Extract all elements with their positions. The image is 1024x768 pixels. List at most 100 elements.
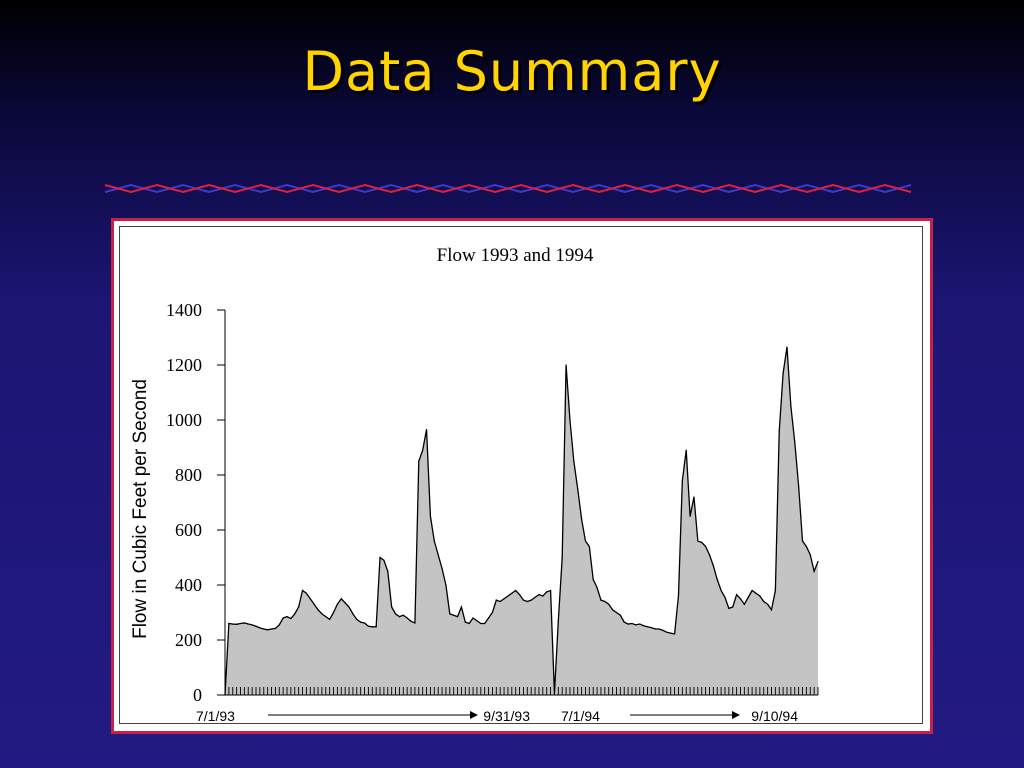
date-label: 7/1/94 bbox=[561, 708, 600, 723]
flow-point bbox=[685, 449, 687, 451]
flow-point bbox=[782, 372, 784, 374]
flow-point bbox=[391, 606, 393, 608]
flow-point bbox=[243, 622, 245, 624]
flow-point bbox=[239, 622, 242, 625]
flow-chart: Flow 1993 and 1994 Flow in Cubic Feet per… bbox=[130, 245, 819, 723]
y-tick-label: 0 bbox=[193, 685, 202, 705]
flow-point bbox=[301, 589, 304, 592]
flow-point bbox=[247, 623, 249, 625]
flow-point bbox=[813, 570, 815, 572]
y-tick-label: 800 bbox=[175, 465, 202, 485]
flow-point bbox=[542, 595, 544, 597]
flow-point bbox=[573, 460, 575, 462]
flow-point bbox=[398, 616, 401, 618]
flow-point bbox=[317, 609, 319, 611]
y-axis-label: Flow in Cubic Feet per Second bbox=[130, 379, 151, 639]
flow-area bbox=[225, 347, 818, 695]
flow-point bbox=[309, 598, 311, 600]
flow-point bbox=[344, 602, 346, 604]
flow-point bbox=[468, 622, 470, 625]
flow-point bbox=[561, 556, 563, 559]
flow-point bbox=[294, 613, 296, 615]
flow-point bbox=[414, 622, 416, 624]
flow-point bbox=[549, 589, 552, 592]
flow-point bbox=[503, 598, 505, 600]
flow-point bbox=[662, 629, 664, 631]
flow-point bbox=[445, 584, 447, 586]
flow-point bbox=[449, 613, 451, 615]
flow-point bbox=[282, 617, 284, 619]
flow-point bbox=[623, 621, 625, 623]
flow-point bbox=[464, 621, 466, 623]
flow-point bbox=[332, 611, 335, 614]
flow-point bbox=[580, 518, 583, 520]
flow-point bbox=[433, 540, 435, 542]
flow-point bbox=[511, 592, 513, 594]
flow-point bbox=[666, 631, 668, 633]
flow-point bbox=[631, 622, 633, 625]
flow-point bbox=[278, 624, 280, 626]
flow-point bbox=[236, 623, 238, 625]
flow-point bbox=[348, 606, 350, 608]
flow-point bbox=[305, 592, 307, 594]
flow-point bbox=[255, 625, 257, 627]
flow-point bbox=[522, 599, 525, 601]
flow-point bbox=[619, 614, 621, 616]
flow-point bbox=[383, 559, 385, 561]
flow-point bbox=[286, 616, 288, 618]
flow-point bbox=[577, 488, 579, 490]
flow-point bbox=[270, 628, 273, 630]
flow-point bbox=[557, 620, 559, 622]
flow-point bbox=[705, 545, 707, 548]
flow-point bbox=[584, 540, 587, 542]
chart-panel: Flow 1993 and 1994 Flow in Cubic Feet per… bbox=[119, 226, 923, 724]
flow-point bbox=[596, 587, 598, 589]
flow-point bbox=[441, 567, 443, 570]
flow-point bbox=[360, 621, 362, 623]
flow-point bbox=[805, 545, 807, 548]
flow-point bbox=[394, 613, 397, 615]
flow-point bbox=[329, 618, 331, 620]
y-tick-label: 1000 bbox=[166, 410, 202, 430]
flow-point bbox=[677, 595, 680, 597]
flow-point bbox=[600, 599, 602, 601]
flow-point bbox=[794, 441, 796, 443]
flow-point bbox=[708, 554, 711, 556]
flow-point bbox=[732, 606, 734, 608]
flow-point bbox=[611, 609, 614, 611]
flow-point bbox=[422, 449, 424, 451]
flow-point bbox=[592, 578, 594, 581]
flow-point bbox=[817, 561, 819, 563]
flow-point bbox=[681, 479, 683, 482]
flow-point bbox=[747, 596, 749, 598]
flow-point bbox=[809, 554, 811, 556]
flow-point bbox=[367, 625, 370, 627]
flow-point bbox=[530, 599, 532, 601]
flow-point bbox=[801, 540, 804, 542]
flow-point bbox=[460, 606, 463, 608]
flow-point bbox=[363, 622, 366, 624]
arrow-head bbox=[732, 711, 740, 719]
flow-point bbox=[340, 598, 342, 600]
flow-point bbox=[604, 600, 606, 603]
flow-point bbox=[375, 626, 377, 628]
flow-line bbox=[224, 347, 819, 696]
flow-point bbox=[650, 627, 652, 629]
flow-point bbox=[689, 515, 691, 517]
flow-point bbox=[736, 594, 738, 596]
y-tick-label: 200 bbox=[175, 630, 202, 650]
y-tick-label: 1400 bbox=[166, 300, 202, 320]
flow-point bbox=[418, 460, 420, 462]
flow-point bbox=[751, 589, 753, 592]
flow-point bbox=[538, 594, 540, 596]
slide-title: Data Summary bbox=[302, 40, 722, 103]
flow-point bbox=[379, 556, 381, 559]
flow-point bbox=[642, 625, 645, 627]
flow-point bbox=[786, 346, 788, 348]
flow-point bbox=[259, 627, 261, 629]
chart-frame: Flow 1993 and 1994 Flow in Cubic Feet per… bbox=[111, 218, 933, 734]
flow-point bbox=[759, 595, 761, 597]
flow-point bbox=[518, 594, 521, 596]
flow-point bbox=[798, 485, 800, 487]
flow-point bbox=[767, 603, 769, 605]
